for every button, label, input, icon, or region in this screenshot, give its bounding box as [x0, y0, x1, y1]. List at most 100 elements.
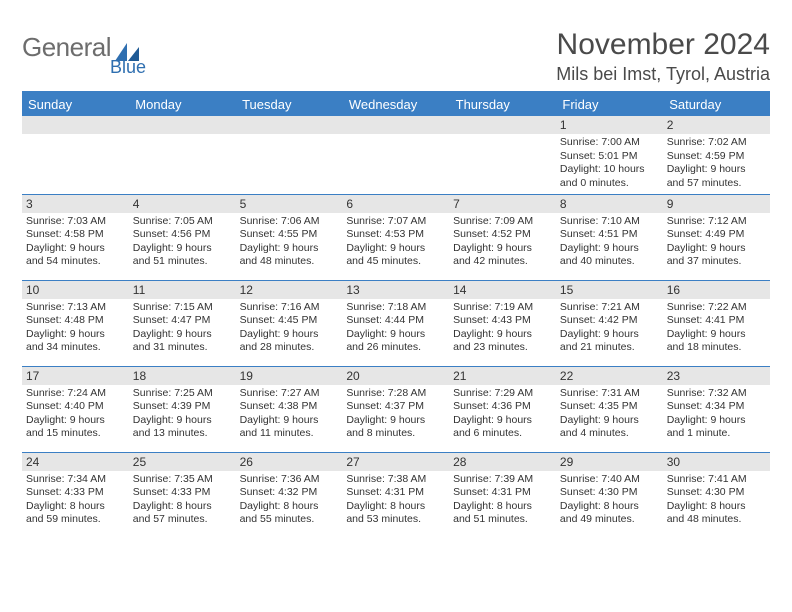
day-number: 12 — [236, 281, 343, 299]
day-detail: Sunrise: 7:12 AMSunset: 4:49 PMDaylight:… — [663, 213, 770, 272]
day-detail: Sunrise: 7:10 AMSunset: 4:51 PMDaylight:… — [556, 213, 663, 272]
calendar-cell: 14Sunrise: 7:19 AMSunset: 4:43 PMDayligh… — [449, 280, 556, 366]
day-number: 18 — [129, 367, 236, 385]
calendar-cell: 13Sunrise: 7:18 AMSunset: 4:44 PMDayligh… — [342, 280, 449, 366]
day-number: 21 — [449, 367, 556, 385]
calendar-cell: 29Sunrise: 7:40 AMSunset: 4:30 PMDayligh… — [556, 452, 663, 538]
day-detail: Sunrise: 7:09 AMSunset: 4:52 PMDaylight:… — [449, 213, 556, 272]
calendar-cell: 18Sunrise: 7:25 AMSunset: 4:39 PMDayligh… — [129, 366, 236, 452]
day-number: 22 — [556, 367, 663, 385]
day-header: Monday — [129, 93, 236, 116]
day-detail: Sunrise: 7:27 AMSunset: 4:38 PMDaylight:… — [236, 385, 343, 444]
day-number: 1 — [556, 116, 663, 134]
day-number: 24 — [22, 453, 129, 471]
day-number: 9 — [663, 195, 770, 213]
day-number: 26 — [236, 453, 343, 471]
calendar-cell: 19Sunrise: 7:27 AMSunset: 4:38 PMDayligh… — [236, 366, 343, 452]
day-detail: Sunrise: 7:02 AMSunset: 4:59 PMDaylight:… — [663, 134, 770, 193]
day-detail: Sunrise: 7:18 AMSunset: 4:44 PMDaylight:… — [342, 299, 449, 358]
day-detail: Sunrise: 7:29 AMSunset: 4:36 PMDaylight:… — [449, 385, 556, 444]
calendar-table: SundayMondayTuesdayWednesdayThursdayFrid… — [22, 93, 770, 538]
day-number-empty — [449, 116, 556, 134]
calendar-cell: 10Sunrise: 7:13 AMSunset: 4:48 PMDayligh… — [22, 280, 129, 366]
day-header: Wednesday — [342, 93, 449, 116]
day-header: Saturday — [663, 93, 770, 116]
day-number: 8 — [556, 195, 663, 213]
day-number: 11 — [129, 281, 236, 299]
calendar-cell: 5Sunrise: 7:06 AMSunset: 4:55 PMDaylight… — [236, 194, 343, 280]
brand-name-gray: General — [22, 32, 111, 63]
calendar-cell: 20Sunrise: 7:28 AMSunset: 4:37 PMDayligh… — [342, 366, 449, 452]
day-detail: Sunrise: 7:22 AMSunset: 4:41 PMDaylight:… — [663, 299, 770, 358]
calendar-cell: 6Sunrise: 7:07 AMSunset: 4:53 PMDaylight… — [342, 194, 449, 280]
day-number: 19 — [236, 367, 343, 385]
day-detail: Sunrise: 7:05 AMSunset: 4:56 PMDaylight:… — [129, 213, 236, 272]
calendar-cell: 30Sunrise: 7:41 AMSunset: 4:30 PMDayligh… — [663, 452, 770, 538]
day-detail: Sunrise: 7:16 AMSunset: 4:45 PMDaylight:… — [236, 299, 343, 358]
day-number: 30 — [663, 453, 770, 471]
calendar-cell — [236, 116, 343, 194]
calendar-cell — [129, 116, 236, 194]
day-detail: Sunrise: 7:41 AMSunset: 4:30 PMDaylight:… — [663, 471, 770, 530]
day-number: 29 — [556, 453, 663, 471]
day-detail: Sunrise: 7:24 AMSunset: 4:40 PMDaylight:… — [22, 385, 129, 444]
calendar-cell — [22, 116, 129, 194]
day-number-empty — [22, 116, 129, 134]
day-number-empty — [129, 116, 236, 134]
day-detail: Sunrise: 7:21 AMSunset: 4:42 PMDaylight:… — [556, 299, 663, 358]
day-number: 13 — [342, 281, 449, 299]
day-header: Friday — [556, 93, 663, 116]
calendar-cell: 17Sunrise: 7:24 AMSunset: 4:40 PMDayligh… — [22, 366, 129, 452]
calendar-cell: 12Sunrise: 7:16 AMSunset: 4:45 PMDayligh… — [236, 280, 343, 366]
day-header: Thursday — [449, 93, 556, 116]
brand-name-blue: Blue — [110, 57, 146, 78]
day-header: Tuesday — [236, 93, 343, 116]
calendar-cell: 23Sunrise: 7:32 AMSunset: 4:34 PMDayligh… — [663, 366, 770, 452]
calendar-cell — [449, 116, 556, 194]
day-detail: Sunrise: 7:07 AMSunset: 4:53 PMDaylight:… — [342, 213, 449, 272]
day-number-empty — [342, 116, 449, 134]
calendar-cell: 4Sunrise: 7:05 AMSunset: 4:56 PMDaylight… — [129, 194, 236, 280]
month-title: November 2024 — [556, 28, 770, 62]
day-number: 2 — [663, 116, 770, 134]
calendar-cell: 25Sunrise: 7:35 AMSunset: 4:33 PMDayligh… — [129, 452, 236, 538]
day-number: 25 — [129, 453, 236, 471]
day-detail: Sunrise: 7:06 AMSunset: 4:55 PMDaylight:… — [236, 213, 343, 272]
day-detail: Sunrise: 7:39 AMSunset: 4:31 PMDaylight:… — [449, 471, 556, 530]
day-detail: Sunrise: 7:38 AMSunset: 4:31 PMDaylight:… — [342, 471, 449, 530]
calendar-cell: 7Sunrise: 7:09 AMSunset: 4:52 PMDaylight… — [449, 194, 556, 280]
day-number: 3 — [22, 195, 129, 213]
day-detail: Sunrise: 7:25 AMSunset: 4:39 PMDaylight:… — [129, 385, 236, 444]
calendar-cell: 22Sunrise: 7:31 AMSunset: 4:35 PMDayligh… — [556, 366, 663, 452]
calendar-cell: 16Sunrise: 7:22 AMSunset: 4:41 PMDayligh… — [663, 280, 770, 366]
calendar-cell: 8Sunrise: 7:10 AMSunset: 4:51 PMDaylight… — [556, 194, 663, 280]
calendar-cell: 27Sunrise: 7:38 AMSunset: 4:31 PMDayligh… — [342, 452, 449, 538]
day-detail: Sunrise: 7:03 AMSunset: 4:58 PMDaylight:… — [22, 213, 129, 272]
day-detail: Sunrise: 7:32 AMSunset: 4:34 PMDaylight:… — [663, 385, 770, 444]
day-number: 27 — [342, 453, 449, 471]
calendar-cell: 21Sunrise: 7:29 AMSunset: 4:36 PMDayligh… — [449, 366, 556, 452]
day-detail: Sunrise: 7:00 AMSunset: 5:01 PMDaylight:… — [556, 134, 663, 193]
day-detail: Sunrise: 7:34 AMSunset: 4:33 PMDaylight:… — [22, 471, 129, 530]
day-number: 5 — [236, 195, 343, 213]
location-label: Mils bei Imst, Tyrol, Austria — [556, 64, 770, 85]
day-number: 15 — [556, 281, 663, 299]
day-number: 16 — [663, 281, 770, 299]
calendar-cell — [342, 116, 449, 194]
day-header: Sunday — [22, 93, 129, 116]
day-number-empty — [236, 116, 343, 134]
calendar-cell: 26Sunrise: 7:36 AMSunset: 4:32 PMDayligh… — [236, 452, 343, 538]
calendar-cell: 15Sunrise: 7:21 AMSunset: 4:42 PMDayligh… — [556, 280, 663, 366]
calendar-cell: 24Sunrise: 7:34 AMSunset: 4:33 PMDayligh… — [22, 452, 129, 538]
day-number: 20 — [342, 367, 449, 385]
day-detail: Sunrise: 7:35 AMSunset: 4:33 PMDaylight:… — [129, 471, 236, 530]
calendar-cell: 28Sunrise: 7:39 AMSunset: 4:31 PMDayligh… — [449, 452, 556, 538]
calendar-cell: 11Sunrise: 7:15 AMSunset: 4:47 PMDayligh… — [129, 280, 236, 366]
calendar-cell: 3Sunrise: 7:03 AMSunset: 4:58 PMDaylight… — [22, 194, 129, 280]
day-detail: Sunrise: 7:15 AMSunset: 4:47 PMDaylight:… — [129, 299, 236, 358]
day-detail: Sunrise: 7:13 AMSunset: 4:48 PMDaylight:… — [22, 299, 129, 358]
day-detail: Sunrise: 7:28 AMSunset: 4:37 PMDaylight:… — [342, 385, 449, 444]
day-number: 7 — [449, 195, 556, 213]
day-number: 23 — [663, 367, 770, 385]
day-number: 28 — [449, 453, 556, 471]
